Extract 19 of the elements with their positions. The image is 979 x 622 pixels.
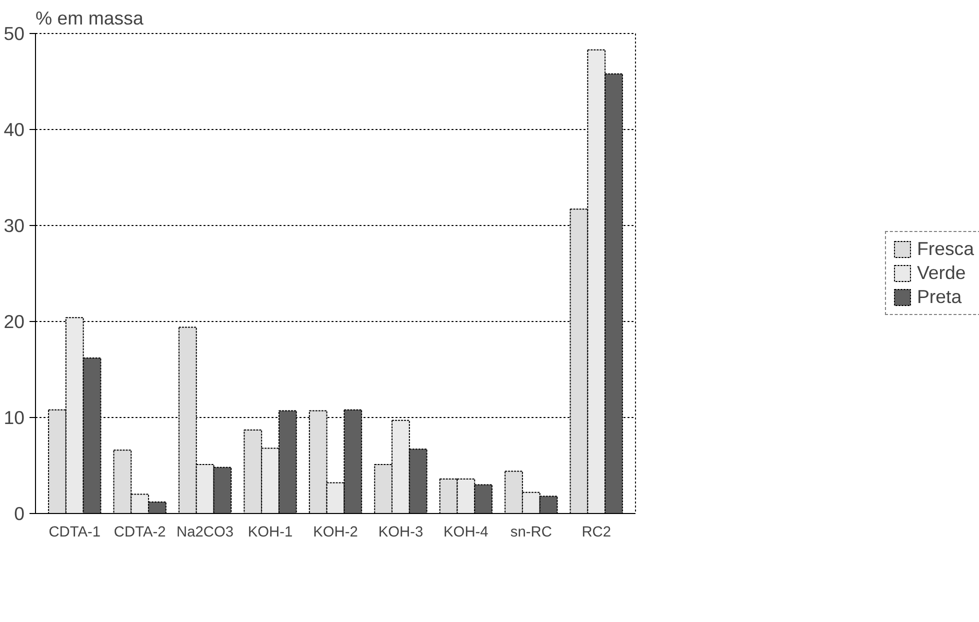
x-tick-label: RC2 — [582, 524, 612, 540]
y-tick-label: 0 — [14, 503, 25, 524]
legend-label: Fresca — [916, 238, 974, 260]
x-tick-label: KOH-2 — [313, 524, 358, 540]
y-tick-label: 10 — [4, 407, 25, 428]
y-tick-label: 20 — [4, 311, 25, 332]
x-tick-label: Na2CO3 — [176, 524, 234, 540]
x-tick-label: CDTA-2 — [114, 524, 166, 540]
legend-label: Verde — [916, 262, 966, 284]
x-tick-label: KOH-3 — [378, 524, 424, 540]
x-tick-label: KOH-1 — [248, 524, 293, 540]
x-tick-label: CDTA-1 — [48, 524, 101, 540]
x-tick-label: sn-RC — [510, 524, 552, 540]
legend-label: Preta — [916, 286, 962, 308]
y-tick-label: 40 — [4, 119, 25, 140]
y-axis-title: % em massa — [36, 8, 144, 28]
x-tick-label: KOH-4 — [444, 524, 488, 540]
y-tick-label: 50 — [4, 23, 25, 44]
y-tick-label: 30 — [4, 215, 25, 236]
